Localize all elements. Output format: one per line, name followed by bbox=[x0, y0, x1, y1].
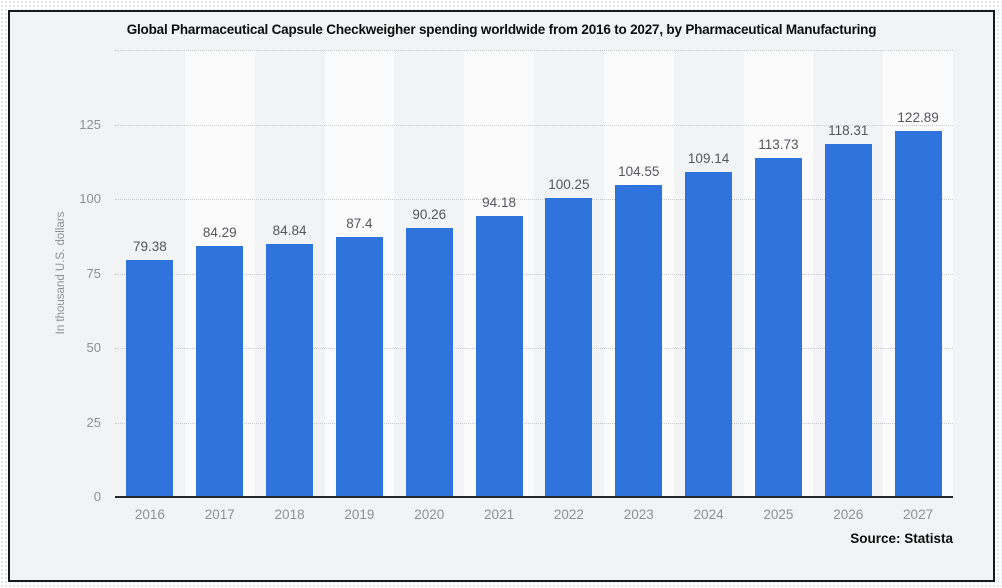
y-tick-label: 50 bbox=[86, 340, 101, 355]
x-tick-label-2023: 2023 bbox=[623, 507, 654, 522]
x-tick-label-2027: 2027 bbox=[903, 507, 934, 522]
bar-value-label: 84.84 bbox=[272, 223, 307, 239]
y-tick-label: 25 bbox=[86, 414, 101, 430]
bar-2017[interactable] bbox=[196, 245, 244, 497]
bar-value-label: 109.14 bbox=[687, 150, 730, 166]
bar-value-label: 104.55 bbox=[618, 164, 660, 180]
bar-2016[interactable] bbox=[126, 260, 174, 497]
x-tick-label-2021: 2021 bbox=[484, 507, 515, 522]
gridline-25 bbox=[115, 422, 953, 424]
y-tick-label: 125 bbox=[79, 116, 101, 132]
bar-2026[interactable] bbox=[824, 144, 872, 497]
x-tick-label-2016: 2016 bbox=[134, 507, 165, 522]
bar-2020[interactable] bbox=[405, 228, 453, 497]
x-tick-label-2026: 2026 bbox=[833, 507, 864, 522]
gridline-125 bbox=[115, 124, 953, 126]
bar-value-label: 90.26 bbox=[412, 207, 447, 223]
y-tick-label: 0 bbox=[93, 489, 101, 504]
bar-value-label: 84.29 bbox=[202, 224, 237, 240]
x-tick-label-2025: 2025 bbox=[763, 507, 794, 522]
bar-value-label: 94.18 bbox=[482, 195, 516, 211]
x-tick-label-2019: 2019 bbox=[344, 507, 375, 522]
bar-value-label: 118.31 bbox=[828, 123, 869, 139]
y-tick-label: 75 bbox=[86, 265, 101, 281]
bar-2022[interactable] bbox=[545, 198, 593, 497]
gridline-50 bbox=[115, 348, 953, 349]
bar-2027[interactable] bbox=[894, 130, 942, 497]
bar-2019[interactable] bbox=[335, 236, 383, 497]
x-tick-label-2017: 2017 bbox=[204, 507, 235, 522]
gridline-100 bbox=[115, 199, 953, 200]
x-tick-label-2022: 2022 bbox=[553, 507, 584, 522]
plot-area: In thousand U.S. dollars 0 25 50 75 100 125 79… bbox=[55, 50, 953, 522]
y-tick-label: 100 bbox=[79, 191, 101, 206]
bar-2023[interactable] bbox=[615, 185, 663, 497]
gridline-150 bbox=[115, 50, 953, 51]
chart-frame: In thousand U.S. dollars 0 25 50 75 100 125 79… bbox=[8, 10, 995, 582]
bar-2018[interactable] bbox=[266, 244, 314, 497]
bar-value-label: 100.25 bbox=[548, 177, 590, 193]
bar-value-label: 79.38 bbox=[133, 239, 167, 255]
bar-2025[interactable] bbox=[754, 158, 802, 497]
bar-value-label: 113.73 bbox=[758, 137, 799, 153]
bar-value-label: 87.4 bbox=[346, 215, 373, 231]
bar-2024[interactable] bbox=[685, 171, 733, 497]
x-axis-line bbox=[115, 496, 953, 498]
x-tick-label-2020: 2020 bbox=[414, 507, 445, 522]
x-tick-label-2018: 2018 bbox=[274, 507, 305, 522]
x-tick-label-2024: 2024 bbox=[693, 507, 724, 522]
bar-value-label: 122.89 bbox=[897, 109, 939, 125]
chart-title: Global Pharmaceutical Capsule Checkweigh… bbox=[126, 22, 877, 37]
bar-2021[interactable] bbox=[475, 216, 523, 497]
gridline-75 bbox=[115, 273, 953, 275]
source-credit[interactable]: Source: Statista bbox=[850, 531, 953, 546]
